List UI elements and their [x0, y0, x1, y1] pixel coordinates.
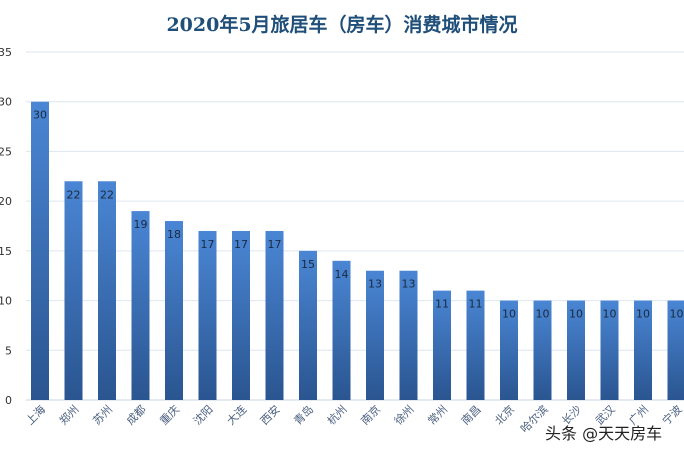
bar: [31, 101, 49, 400]
data-label: 17: [268, 238, 282, 251]
data-label: 13: [402, 278, 416, 291]
y-tick-label: 30: [0, 96, 12, 109]
data-label: 10: [670, 308, 684, 321]
bar: [500, 300, 518, 400]
x-tick-label: 青岛: [291, 402, 316, 427]
x-tick-label: 上海: [23, 402, 48, 427]
x-tick-label: 杭州: [324, 402, 349, 427]
chart-title: 2020年5月旅居车（房车）消费城市情况: [166, 14, 518, 36]
x-tick-label: 宁波: [659, 402, 684, 427]
bar: [567, 300, 585, 400]
bar: [399, 270, 418, 400]
data-label: 17: [201, 238, 215, 251]
data-label: 11: [435, 298, 449, 311]
data-label: 10: [502, 308, 516, 321]
data-label: 22: [100, 188, 114, 201]
x-tick-label: 郑州: [56, 402, 81, 427]
y-tick-label: 15: [0, 245, 12, 258]
bar: [198, 230, 217, 400]
bar: [299, 250, 317, 400]
data-label: 10: [636, 308, 650, 321]
data-label: 15: [301, 258, 315, 271]
bar: [332, 260, 351, 400]
y-tick-label: 10: [0, 295, 12, 308]
data-label: 22: [67, 188, 81, 201]
data-label: 10: [536, 308, 550, 321]
y-tick-label: 20: [0, 195, 12, 208]
data-label: 17: [234, 238, 248, 251]
bar: [98, 181, 116, 400]
x-tick-label: 重庆: [157, 402, 182, 427]
bar: [667, 300, 684, 400]
x-tick-label: 常州: [425, 403, 450, 428]
y-tick-label: 35: [0, 46, 12, 59]
x-tick-label: 沈阳: [190, 402, 215, 427]
data-label: 10: [603, 308, 617, 321]
x-tick-label: 北京: [492, 402, 517, 427]
bar: [366, 270, 384, 400]
bar: [466, 290, 485, 400]
x-tick-label: 徐州: [391, 402, 416, 427]
bar: [600, 300, 619, 400]
data-label: 10: [569, 308, 583, 321]
data-label: 30: [33, 109, 47, 122]
y-tick-label: 5: [5, 344, 12, 357]
data-label: 18: [167, 228, 181, 241]
bar: [64, 181, 83, 400]
data-label: 19: [134, 218, 148, 231]
watermark: 头条 @天天房车: [545, 424, 663, 443]
x-tick-label: 大连: [224, 402, 249, 427]
bar: [265, 230, 284, 400]
bar: [165, 221, 183, 400]
y-tick-label: 0: [5, 394, 12, 407]
bar: [232, 230, 250, 400]
data-label: 14: [335, 268, 349, 281]
bar: [533, 300, 552, 400]
bar: [433, 290, 451, 400]
bar: [634, 300, 652, 400]
data-label: 11: [469, 298, 483, 311]
x-tick-label: 南昌: [459, 403, 484, 428]
bar: [131, 211, 150, 400]
data-label: 13: [368, 278, 382, 291]
x-tick-label: 苏州: [90, 403, 115, 428]
x-tick-label: 西安: [257, 402, 282, 427]
x-tick-label: 南京: [358, 402, 383, 427]
y-tick-label: 25: [0, 145, 12, 158]
x-tick-label: 成都: [124, 403, 149, 428]
